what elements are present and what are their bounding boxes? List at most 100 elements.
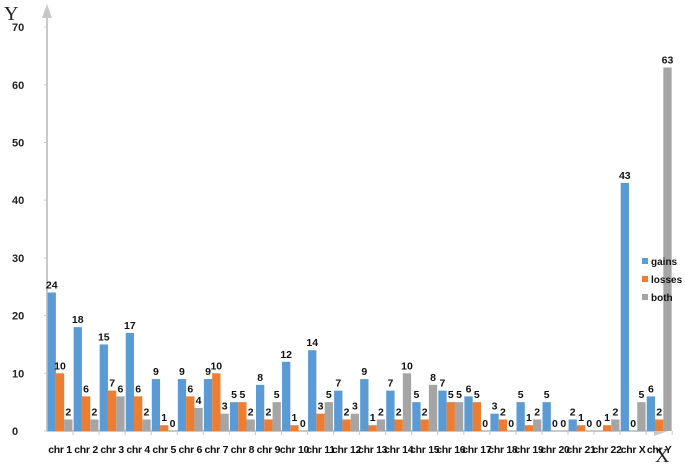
value-label-losses: 10 [54, 360, 66, 372]
value-label-losses: 2 [266, 406, 272, 418]
x-category-label: chr 16 [436, 444, 466, 456]
x-category-label: chr 4 [126, 444, 150, 456]
bar-gains [542, 402, 551, 431]
value-label-both: 6 [118, 383, 124, 395]
x-category-label: chr X [621, 444, 646, 456]
bar-losses [420, 419, 429, 431]
value-label-losses: 3 [318, 401, 324, 413]
bar-both [246, 419, 255, 431]
x-category-label: chr 3 [100, 444, 124, 456]
x-category-label: chr 7 [205, 444, 229, 456]
bar-losses [212, 373, 221, 431]
bar-both [90, 419, 99, 431]
legend-swatch-both [642, 294, 648, 300]
bar-gains [282, 361, 291, 431]
x-category-label: chr 6 [178, 444, 202, 456]
value-label-losses: 6 [135, 383, 141, 395]
value-label-both: 2 [65, 406, 71, 418]
bar-both [428, 384, 438, 431]
bar-gains [516, 402, 525, 431]
value-label-gains: 43 [619, 170, 631, 182]
bar-losses [81, 396, 91, 431]
bar-losses [524, 425, 534, 431]
bar-losses [238, 402, 247, 431]
value-label-gains: 9 [153, 366, 159, 378]
legend-swatch-losses [642, 276, 648, 282]
bar-losses [498, 419, 508, 431]
bar-losses [394, 419, 403, 431]
x-category-label: chr 14 [384, 444, 414, 456]
value-label-both: 0 [586, 418, 592, 430]
bar-gains [490, 413, 499, 431]
value-label-gains: 12 [280, 349, 292, 361]
bar-gains [203, 379, 213, 431]
legend-swatch-gains [642, 258, 648, 264]
bar-gains [360, 379, 369, 431]
value-label-both: 4 [196, 395, 202, 407]
y-tick-label: 70 [12, 22, 24, 34]
bar-losses [576, 425, 586, 431]
bar-both [533, 419, 542, 431]
bar-both [611, 419, 620, 431]
bar-gains [151, 379, 161, 431]
x-category-label: chr 21 [566, 444, 596, 456]
value-label-gains: 24 [46, 280, 58, 292]
bar-gains [73, 327, 82, 431]
legend-label-both: both [651, 293, 673, 304]
value-label-losses: 7 [109, 378, 115, 390]
value-label-losses: 2 [500, 406, 506, 418]
bar-both [116, 396, 125, 431]
value-label-gains: 8 [257, 372, 263, 384]
y-axis-arrow-icon [42, 4, 52, 18]
bar-both [402, 373, 412, 431]
bar-losses [186, 396, 195, 431]
legend-label-gains: gains [651, 257, 678, 268]
y-tick-label: 0 [12, 426, 18, 438]
x-category-label: chr 19 [514, 444, 544, 456]
y-tick-label: 40 [12, 195, 24, 207]
value-label-gains: 5 [414, 389, 420, 401]
bar-losses [368, 425, 377, 431]
value-label-losses: 6 [83, 383, 89, 395]
value-label-both: 3 [352, 401, 358, 413]
x-category-label: chr 8 [231, 444, 255, 456]
y-tick-label: 60 [12, 80, 24, 92]
bar-losses [55, 373, 65, 431]
value-label-gains: 9 [205, 366, 211, 378]
value-label-gains: 7 [387, 378, 393, 390]
y-axis: Y 0 10 20 30 40 50 60 70 [4, 3, 52, 438]
value-label-both: 10 [401, 360, 413, 372]
value-label-losses: 2 [396, 406, 402, 418]
bar-both [454, 402, 464, 431]
value-label-losses: 0 [630, 418, 636, 430]
bar-gains [125, 332, 135, 431]
x-category-label: chr 13 [358, 444, 388, 456]
bar-gains [646, 396, 656, 431]
value-label-losses: 5 [474, 389, 480, 401]
value-label-both: 63 [662, 54, 674, 66]
value-label-gains: 9 [361, 366, 367, 378]
bar-gains [334, 390, 343, 431]
value-label-losses: 5 [448, 389, 454, 401]
bar-gains [255, 384, 265, 431]
bar-both [376, 419, 386, 431]
value-label-gains: 9 [179, 366, 185, 378]
x-category-label: chr 5 [152, 444, 176, 456]
bar-gains [99, 344, 108, 431]
bar-gains [308, 350, 317, 431]
bar-losses [472, 402, 481, 431]
value-label-both: 0 [300, 418, 306, 430]
value-label-both: 2 [144, 406, 150, 418]
bar-both [142, 419, 151, 431]
x-category-label: chr 22 [593, 444, 623, 456]
value-label-both: 0 [560, 418, 566, 430]
bar-losses [316, 413, 325, 431]
value-label-both: 0 [170, 418, 176, 430]
value-label-gains: 5 [231, 389, 237, 401]
bar-losses [342, 419, 351, 431]
value-label-gains: 7 [335, 378, 341, 390]
x-axis-letter: X [655, 445, 670, 465]
value-label-both: 8 [430, 372, 436, 384]
legend: gains losses both [642, 257, 683, 304]
